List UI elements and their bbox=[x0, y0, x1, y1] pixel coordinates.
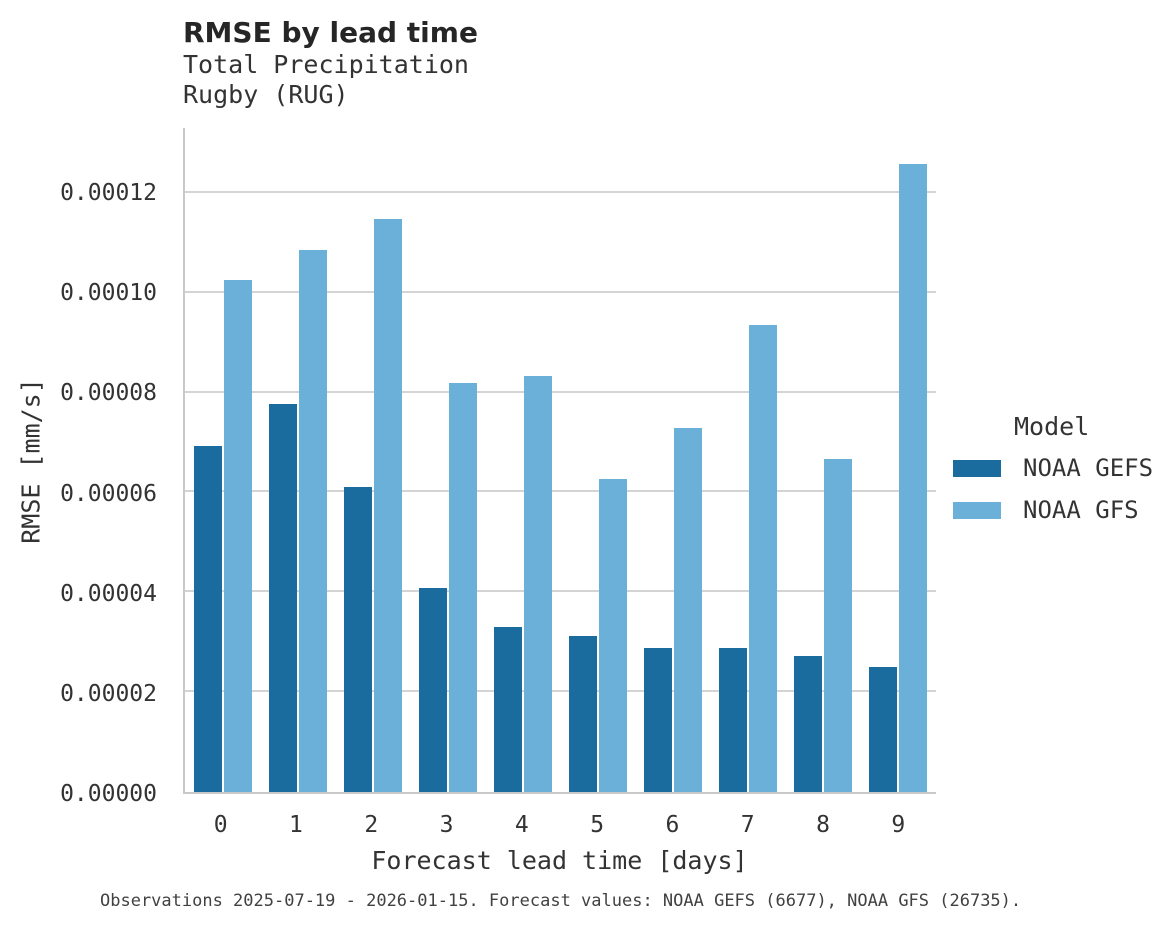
x-tick-label-3: 3 bbox=[439, 812, 454, 838]
bar-noaa-gfs-lead-6 bbox=[674, 428, 703, 792]
x-axis-title: Forecast lead time [days] bbox=[371, 846, 748, 875]
chart-subtitle-variable: Total Precipitation bbox=[183, 50, 469, 79]
gridline-0.00004 bbox=[185, 590, 936, 593]
plot-area bbox=[183, 128, 936, 794]
gridline-0.00012 bbox=[185, 190, 936, 193]
y-tick-label-0.00004: 0.00004 bbox=[60, 580, 157, 607]
legend-items: NOAA GEFS NOAA GFS bbox=[953, 454, 1153, 524]
bar-group-lead-2 bbox=[335, 128, 410, 792]
legend: Model NOAA GEFS NOAA GFS bbox=[953, 412, 1153, 538]
gridline-0.00006 bbox=[185, 490, 936, 493]
x-tick-label-1: 1 bbox=[289, 812, 303, 838]
bar-group-lead-7 bbox=[711, 128, 786, 792]
x-tick-label-6: 6 bbox=[665, 812, 680, 838]
legend-swatch-noaa-gefs bbox=[953, 459, 1001, 477]
chart-title: RMSE by lead time bbox=[183, 16, 478, 49]
bar-noaa-gfs-lead-8 bbox=[824, 458, 853, 792]
bar-noaa-gefs-lead-4 bbox=[493, 626, 522, 792]
y-tick-label-0.00012: 0.00012 bbox=[60, 180, 157, 207]
bar-noaa-gefs-lead-3 bbox=[418, 588, 447, 792]
y-tick-label-0.00000: 0.00000 bbox=[60, 781, 157, 807]
bar-noaa-gefs-lead-7 bbox=[719, 647, 748, 792]
bar-group-lead-3 bbox=[410, 128, 485, 792]
x-tick-label-0: 0 bbox=[213, 812, 228, 838]
bar-group-lead-5 bbox=[560, 128, 635, 792]
bar-group-lead-1 bbox=[260, 128, 335, 792]
legend-swatch-noaa-gfs bbox=[953, 501, 1001, 519]
legend-item-noaa-gefs: NOAA GEFS bbox=[953, 454, 1153, 482]
legend-title: Model bbox=[1014, 412, 1090, 441]
legend-item-noaa-gfs: NOAA GFS bbox=[953, 496, 1153, 524]
legend-label-noaa-gefs: NOAA GEFS bbox=[1023, 454, 1154, 482]
bar-noaa-gfs-lead-4 bbox=[523, 376, 552, 792]
y-tick-label-0.00002: 0.00002 bbox=[60, 680, 157, 707]
y-tick-label-0.00008: 0.00008 bbox=[60, 380, 157, 407]
bar-groups bbox=[185, 128, 936, 792]
bar-noaa-gfs-lead-7 bbox=[749, 324, 778, 792]
bar-noaa-gefs-lead-2 bbox=[343, 486, 372, 792]
x-tick-label-4: 4 bbox=[514, 812, 529, 838]
bar-group-lead-4 bbox=[485, 128, 560, 792]
y-tick-label-0.00010: 0.00010 bbox=[60, 280, 157, 307]
x-tick-label-2: 2 bbox=[364, 812, 379, 838]
bar-noaa-gefs-lead-0 bbox=[193, 445, 222, 792]
gridline-0.0001 bbox=[185, 290, 936, 293]
bar-noaa-gfs-lead-0 bbox=[223, 280, 252, 792]
bar-noaa-gfs-lead-9 bbox=[899, 163, 928, 792]
y-tick-label-0.00006: 0.00006 bbox=[60, 480, 157, 507]
bar-noaa-gefs-lead-9 bbox=[869, 666, 898, 792]
gridline-0.00008 bbox=[185, 390, 936, 393]
chart-subtitle-station: Rugby (RUG) bbox=[183, 80, 349, 109]
bar-noaa-gefs-lead-1 bbox=[268, 403, 297, 792]
bar-group-lead-8 bbox=[786, 128, 861, 792]
bar-noaa-gfs-lead-3 bbox=[448, 382, 477, 792]
bar-noaa-gfs-lead-5 bbox=[599, 479, 628, 792]
observation-caption: Observations 2025-07-19 - 2026-01-15. Fo… bbox=[100, 891, 1022, 911]
x-tick-label-8: 8 bbox=[816, 812, 830, 838]
x-tick-label-9: 9 bbox=[891, 812, 906, 838]
bar-noaa-gfs-lead-1 bbox=[298, 250, 327, 792]
bar-group-lead-0 bbox=[185, 128, 260, 792]
bar-noaa-gefs-lead-6 bbox=[644, 647, 673, 792]
x-axis-tick-labels: 0 1 2 3 4 5 6 7 8 9 bbox=[183, 812, 936, 838]
bar-noaa-gefs-lead-5 bbox=[569, 636, 598, 792]
y-axis-title: RMSE [mm/s] bbox=[16, 378, 46, 544]
gridline-0.00002 bbox=[185, 690, 936, 693]
chart-header: RMSE by lead time Total Precipitation Ru… bbox=[183, 16, 478, 110]
x-tick-label-5: 5 bbox=[590, 812, 605, 838]
legend-label-noaa-gfs: NOAA GFS bbox=[1023, 496, 1139, 524]
bar-group-lead-6 bbox=[636, 128, 711, 792]
bar-group-lead-9 bbox=[861, 128, 936, 792]
bar-noaa-gefs-lead-8 bbox=[794, 655, 823, 792]
x-tick-label-7: 7 bbox=[740, 812, 755, 838]
bar-noaa-gfs-lead-2 bbox=[373, 218, 402, 792]
